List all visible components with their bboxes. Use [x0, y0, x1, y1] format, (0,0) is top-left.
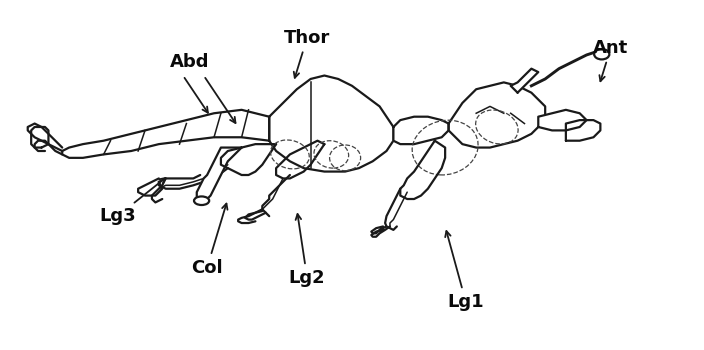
Polygon shape	[539, 110, 586, 131]
Text: Lg2: Lg2	[289, 214, 325, 287]
Ellipse shape	[594, 49, 610, 60]
Polygon shape	[31, 127, 49, 148]
Text: Lg1: Lg1	[445, 231, 484, 311]
Text: Ant: Ant	[593, 39, 629, 81]
Text: Abd: Abd	[170, 53, 210, 71]
Polygon shape	[62, 110, 269, 158]
Polygon shape	[276, 141, 325, 178]
Polygon shape	[197, 148, 241, 202]
Ellipse shape	[194, 196, 209, 205]
Polygon shape	[566, 120, 601, 141]
Text: Lg3: Lg3	[99, 178, 165, 225]
Polygon shape	[394, 117, 448, 144]
Polygon shape	[401, 141, 445, 199]
Text: Col: Col	[191, 204, 227, 276]
Polygon shape	[448, 82, 545, 148]
Polygon shape	[269, 76, 394, 172]
Polygon shape	[510, 69, 539, 93]
Polygon shape	[221, 144, 276, 175]
Text: Thor: Thor	[284, 29, 330, 78]
